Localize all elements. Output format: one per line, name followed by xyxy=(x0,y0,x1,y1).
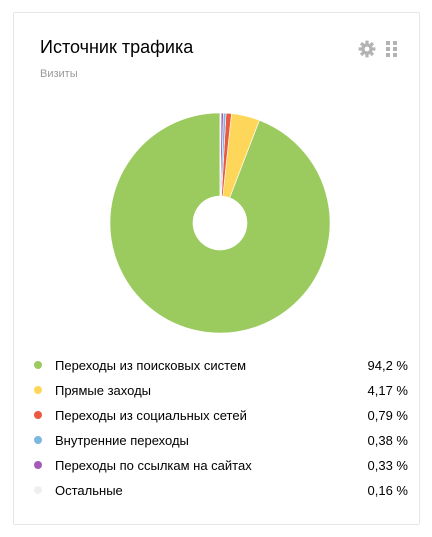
gear-tooth xyxy=(365,53,369,58)
legend-value: 0,33 % xyxy=(367,458,408,473)
widget-title: Источник трафика xyxy=(40,37,194,57)
legend-value: 0,16 % xyxy=(367,483,408,498)
legend-color-dot xyxy=(34,386,42,394)
drag-handle-icon[interactable] xyxy=(386,41,398,57)
legend-item[interactable]: Переходы по ссылкам на сайтах 0,33 % xyxy=(34,453,408,478)
legend-item[interactable]: Переходы из поисковых систем 94,2 % xyxy=(34,353,408,378)
legend-color-dot xyxy=(34,361,42,369)
legend-item[interactable]: Прямые заходы 4,17 % xyxy=(34,378,408,403)
gear-icon[interactable] xyxy=(358,40,376,58)
legend-label: Остальные xyxy=(55,483,123,498)
legend-label: Переходы по ссылкам на сайтах xyxy=(55,458,252,473)
chart-legend: Переходы из поисковых систем 94,2 % Прямые… xyxy=(34,353,408,503)
traffic-source-widget: Источник трафика Визиты Переходы из поис… xyxy=(13,12,420,525)
legend-value: 0,38 % xyxy=(367,433,408,448)
legend-color-dot xyxy=(34,486,42,494)
widget-subtitle: Визиты xyxy=(40,68,78,80)
legend-item[interactable]: Остальные 0,16 % xyxy=(34,478,408,503)
gear-tooth xyxy=(365,40,369,45)
legend-item[interactable]: Переходы из социальных сетей 0,79 % xyxy=(34,403,408,428)
legend-color-dot xyxy=(34,411,42,419)
legend-label: Переходы из социальных сетей xyxy=(55,408,247,423)
legend-label: Прямые заходы xyxy=(55,383,152,398)
legend-label: Переходы из поисковых систем xyxy=(55,358,247,373)
traffic-pie-chart xyxy=(109,112,331,334)
legend-value: 94,2 % xyxy=(367,358,408,373)
legend-value: 4,17 % xyxy=(367,383,408,398)
donut-hole xyxy=(193,196,247,250)
legend-color-dot xyxy=(34,461,42,469)
legend-value: 0,79 % xyxy=(367,408,408,423)
legend-item[interactable]: Внутренние переходы 0,38 % xyxy=(34,428,408,453)
legend-color-dot xyxy=(34,436,42,444)
legend-label: Внутренние переходы xyxy=(55,433,189,448)
